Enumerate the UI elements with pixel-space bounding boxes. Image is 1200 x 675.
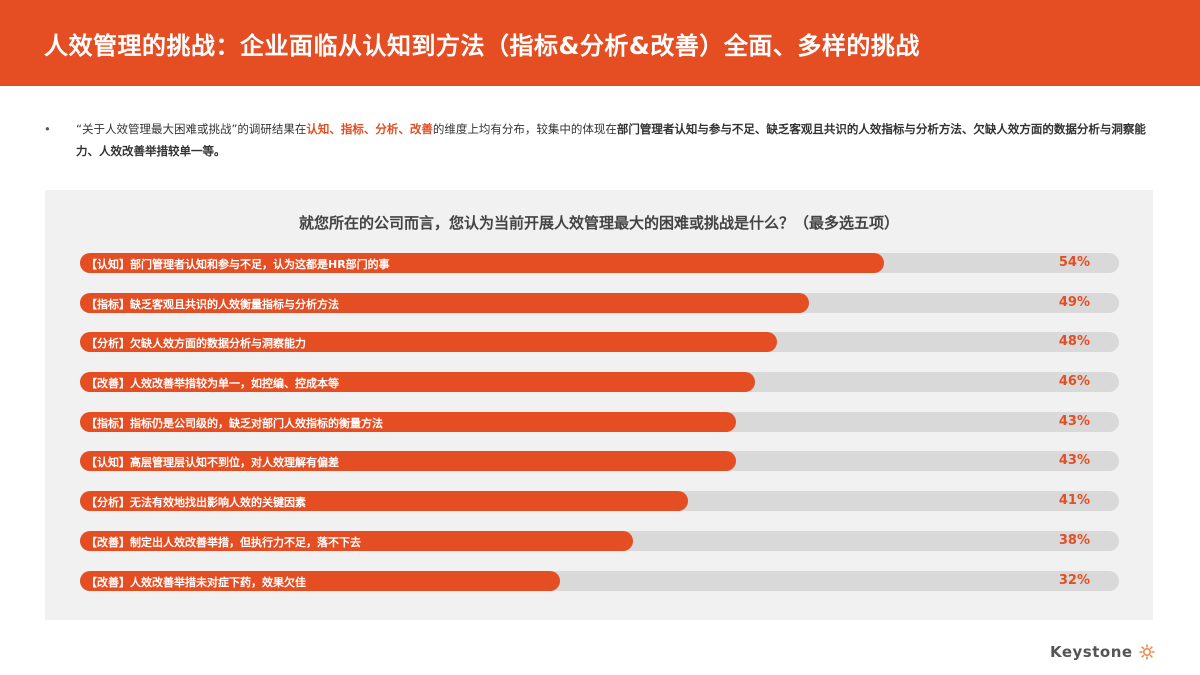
bar-label: 【认知】部门管理者认知和参与不足，认为这都是HR部门的事	[86, 258, 390, 271]
bar-value: 46%	[1058, 374, 1090, 390]
header-banner: 人效管理的挑战：企业面临从认知到方法（指标&分析&改善）全面、多样的挑战	[0, 0, 1200, 86]
bar-value: 43%	[1058, 413, 1090, 429]
bar-value: 43%	[1058, 453, 1090, 469]
bar-value: 49%	[1058, 294, 1090, 310]
bar-track	[80, 570, 1119, 591]
bar-track	[80, 491, 1119, 512]
bar-track	[80, 372, 1119, 393]
bar-row: 【改善】制定出人效改善举措，但执行力不足，落不下去 38%	[80, 530, 1119, 551]
bar-label: 【认知】高层管理层认知不到位，对人效理解有偏差	[86, 456, 339, 470]
bullet-point: •	[44, 122, 51, 136]
bar-track	[80, 253, 1119, 273]
bar-track	[80, 332, 1119, 353]
bar-fill	[80, 411, 736, 432]
bar-track	[80, 411, 1119, 432]
bar-label: 【改善】人效改善举措较为单一，如控编、控成本等	[86, 377, 339, 391]
bar-fill	[80, 451, 736, 472]
sun-gear-icon	[1139, 644, 1155, 660]
summary-text: “关于人效管理最大困难或挑战”的调研结果在认知、指标、分析、改善的维度上均有分布…	[76, 118, 1164, 162]
bar-label: 【分析】欠缺人效方面的数据分析与洞察能力	[86, 337, 306, 351]
logo-text: Keystone	[1050, 643, 1133, 661]
summary-part1: “关于人效管理最大困难或挑战”的调研结果在	[76, 122, 307, 136]
bar-value: 32%	[1058, 572, 1090, 588]
bar-label: 【分析】无法有效地找出影响人效的关键因素	[86, 496, 306, 510]
bar-row: 【改善】人效改善举措未对症下药，效果欠佳 32%	[80, 570, 1119, 591]
bar-value: 41%	[1058, 493, 1090, 509]
bar-row: 【分析】欠缺人效方面的数据分析与洞察能力 48%	[80, 332, 1119, 353]
bar-list: 【认知】部门管理者认知和参与不足，认为这都是HR部门的事 54% 【指标】缺乏客观且…	[80, 253, 1119, 610]
summary-bold: 部门管理者认知与参与不足、缺乏客观且共识的人效指标与分析方法、欠缺人效方面的数据…	[76, 122, 1146, 158]
bar-fill	[80, 372, 756, 393]
bar-fill	[80, 292, 810, 313]
bar-row: 【指标】缺乏客观且共识的人效衡量指标与分析方法 49%	[80, 292, 1119, 313]
summary-paragraph: • “关于人效管理最大困难或挑战”的调研结果在认知、指标、分析、改善的维度上均有…	[44, 118, 1164, 162]
bar-row: 【认知】部门管理者认知和参与不足，认为这都是HR部门的事 54%	[80, 253, 1119, 273]
bar-fill	[80, 332, 778, 353]
bar-label: 【指标】缺乏客观且共识的人效衡量指标与分析方法	[86, 297, 339, 311]
bar-track	[80, 451, 1119, 472]
bar-fill	[80, 491, 688, 512]
page-title: 人效管理的挑战：企业面临从认知到方法（指标&分析&改善）全面、多样的挑战	[44, 32, 920, 60]
bar-value: 38%	[1058, 532, 1090, 548]
bar-label: 【指标】指标仍是公司级的，缺乏对部门人效指标的衡量方法	[86, 416, 383, 430]
bar-fill	[80, 253, 885, 273]
bar-value: 54%	[1058, 255, 1090, 270]
bar-row: 【改善】人效改善举措较为单一，如控编、控成本等 46%	[80, 372, 1119, 393]
chart-panel: 就您所在的公司而言，您认为当前开展人效管理最大的困难或挑战是什么？（最多选五项）…	[45, 190, 1153, 620]
bar-label: 【改善】制定出人效改善举措，但执行力不足，落不下去	[86, 535, 361, 549]
summary-highlight: 认知、指标、分析、改善	[306, 122, 433, 136]
bar-track	[80, 292, 1119, 313]
summary-part2: 的维度上均有分布，较集中的体现在	[432, 122, 617, 136]
bar-row: 【指标】指标仍是公司级的，缺乏对部门人效指标的衡量方法 43%	[80, 411, 1119, 432]
bar-row: 【认知】高层管理层认知不到位，对人效理解有偏差 43%	[80, 451, 1119, 472]
keystone-logo: Keystone	[1050, 643, 1155, 661]
bar-label: 【改善】人效改善举措未对症下药，效果欠佳	[86, 575, 306, 589]
bar-fill	[80, 570, 561, 591]
bar-row: 【分析】无法有效地找出影响人效的关键因素 41%	[80, 491, 1119, 512]
bar-fill	[80, 530, 633, 551]
bar-value: 48%	[1058, 334, 1090, 350]
chart-title: 就您所在的公司而言，您认为当前开展人效管理最大的困难或挑战是什么？（最多选五项）	[298, 214, 899, 232]
bar-track	[80, 530, 1119, 551]
